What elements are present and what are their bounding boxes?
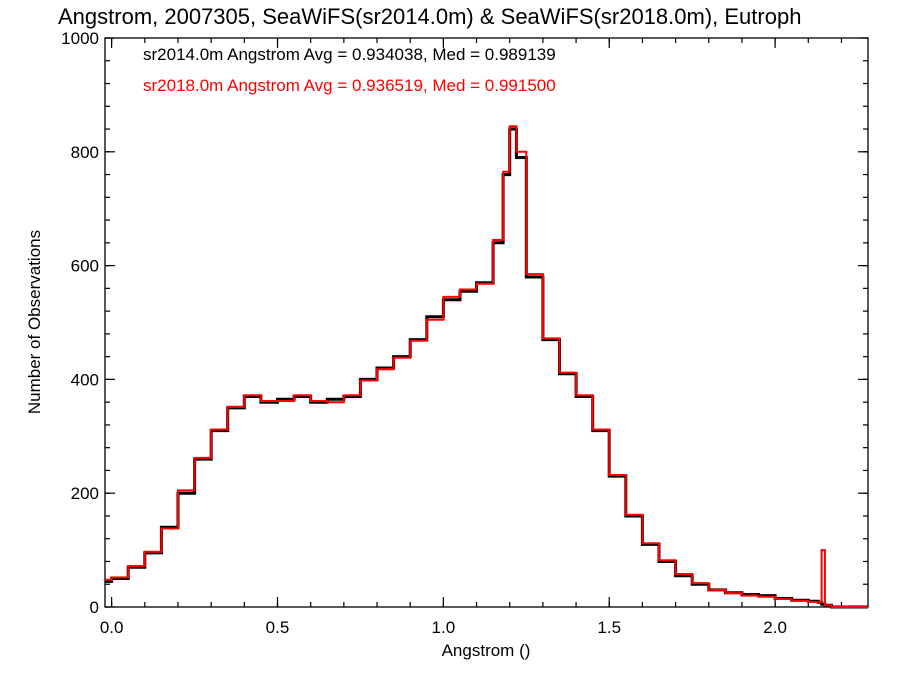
x-tick-label: 2.0 (763, 618, 787, 637)
x-tick-label: 0.5 (266, 618, 290, 637)
y-tick-label: 800 (71, 143, 99, 162)
series-sr2018-line (105, 125, 868, 608)
y-tick-label: 200 (71, 484, 99, 503)
annotation-sr2018: sr2018.0m Angstrom Avg = 0.936519, Med =… (143, 76, 556, 95)
x-tick-label: 1.0 (432, 618, 456, 637)
axis-ticks (105, 37, 868, 608)
y-axis-label: Number of Observations (25, 230, 44, 414)
y-tick-label: 400 (71, 370, 99, 389)
x-tick-label: 1.5 (597, 618, 621, 637)
x-tick-label: 0.0 (100, 618, 124, 637)
plot-frame (104, 37, 869, 608)
series-lines (105, 125, 868, 609)
x-axis-label: Angstrom () (442, 641, 531, 660)
y-tick-label: 0 (90, 598, 99, 617)
axis-tick-labels: 0.0 0.5 1.0 1.5 2.0 0 200 400 600 800 1000 (61, 29, 787, 637)
y-tick-label: 600 (71, 257, 99, 276)
chart-title: Angstrom, 2007305, SeaWiFS(sr2014.0m) & … (58, 4, 801, 29)
annotation-sr2014: sr2014.0m Angstrom Avg = 0.934038, Med =… (143, 45, 556, 64)
series-sr2014-line (105, 127, 868, 609)
y-tick-label: 1000 (61, 29, 99, 48)
